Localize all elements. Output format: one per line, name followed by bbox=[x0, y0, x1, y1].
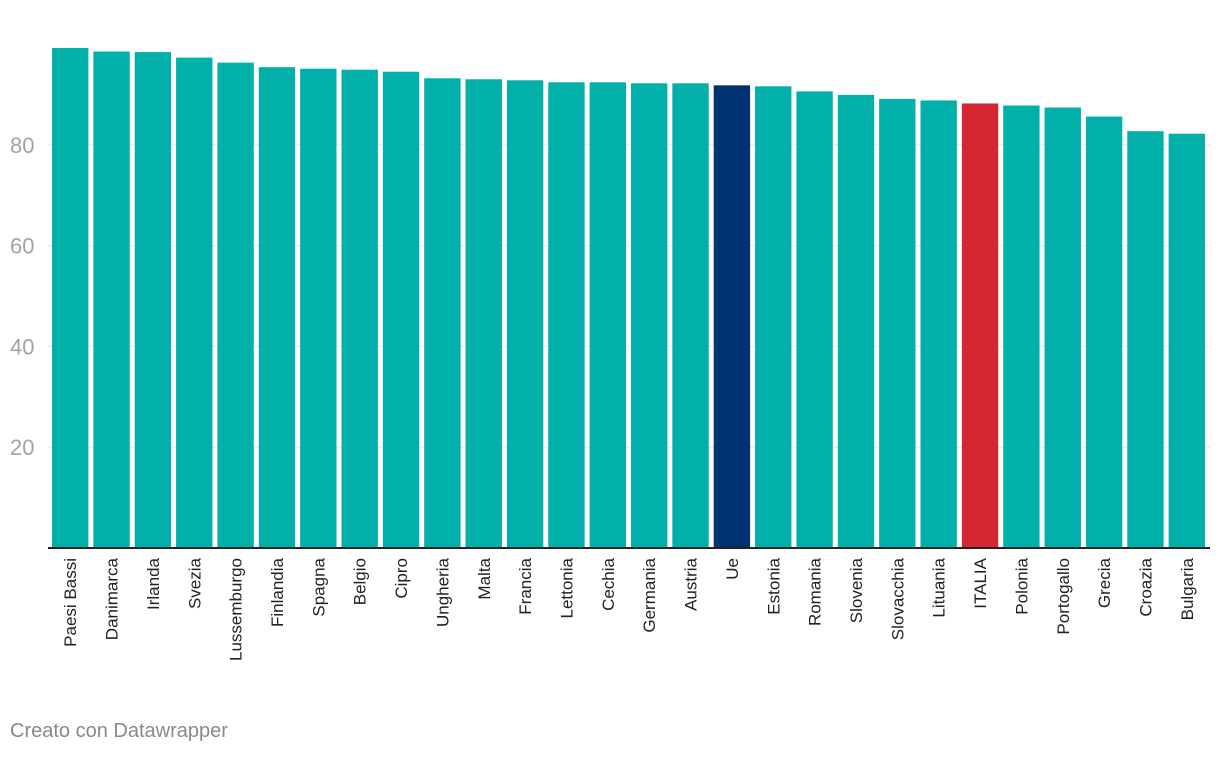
y-tick-label-40: 40 bbox=[10, 334, 34, 359]
bar-paesi-bassi bbox=[52, 48, 89, 548]
bar-germania bbox=[631, 83, 668, 548]
chart-svg: 20 40 60 80 Paesi Bassi Danimarca Irlanda Svez… bbox=[10, 48, 1210, 661]
bar-croazia bbox=[1127, 131, 1164, 548]
x-label-francia: Francia bbox=[516, 557, 535, 614]
x-label-danimarca: Danimarca bbox=[103, 557, 122, 640]
bar-estonia bbox=[755, 86, 792, 548]
x-label-malta: Malta bbox=[475, 557, 494, 599]
x-label-italia: ITALIA bbox=[971, 557, 990, 608]
x-label-romania: Romania bbox=[806, 557, 825, 626]
bar-bulgaria bbox=[1168, 133, 1205, 548]
credit-text: Creato con Datawrapper bbox=[10, 720, 228, 742]
x-label-irlanda: Irlanda bbox=[144, 557, 163, 610]
x-label-finlandia: Finlandia bbox=[268, 557, 287, 627]
y-tick-label-80: 80 bbox=[10, 133, 34, 158]
bar-lituania bbox=[920, 100, 957, 548]
bar-austria bbox=[672, 83, 709, 548]
bar-romania bbox=[796, 91, 833, 548]
bars-layer bbox=[52, 48, 1205, 549]
bar-spagna bbox=[300, 68, 337, 548]
bar-francia bbox=[506, 80, 544, 548]
bar-svezia bbox=[176, 57, 213, 549]
x-label-cechia: Cechia bbox=[599, 557, 618, 610]
x-label-spagna: Spagna bbox=[309, 557, 328, 616]
x-label-belgio: Belgio bbox=[351, 558, 370, 605]
bar-italia bbox=[961, 103, 999, 548]
bar-ungheria bbox=[424, 78, 461, 549]
bar-ue bbox=[713, 85, 751, 548]
x-label-slovacchia: Slovacchia bbox=[888, 557, 907, 640]
x-label-germania: Germania bbox=[640, 557, 659, 632]
y-tick-labels: 20 40 60 80 bbox=[10, 133, 34, 460]
x-label-slovenia: Slovenia bbox=[847, 557, 866, 623]
y-tick-label-20: 20 bbox=[10, 435, 34, 460]
bar-danimarca bbox=[93, 51, 130, 549]
y-tick-label-60: 60 bbox=[10, 234, 34, 259]
x-label-cipro: Cipro bbox=[392, 558, 411, 599]
bar-slovacchia bbox=[879, 98, 916, 548]
x-label-polonia: Polonia bbox=[1012, 557, 1031, 614]
x-label-austria: Austria bbox=[682, 557, 701, 610]
x-label-ungheria: Ungheria bbox=[433, 557, 452, 627]
bar-finlandia bbox=[258, 67, 296, 549]
bar-irlanda bbox=[134, 52, 172, 549]
x-label-estonia: Estonia bbox=[764, 557, 783, 614]
bar-slovenia bbox=[837, 94, 875, 549]
bar-grecia bbox=[1085, 116, 1123, 548]
bar-lussemburgo bbox=[217, 62, 254, 549]
x-label-paesi-bassi: Paesi Bassi bbox=[61, 558, 80, 647]
bar-malta bbox=[465, 79, 502, 548]
bar-cipro bbox=[382, 71, 420, 548]
bar-polonia bbox=[1003, 105, 1040, 549]
x-label-svezia: Svezia bbox=[185, 557, 204, 609]
x-label-lussemburgo: Lussemburgo bbox=[227, 558, 246, 661]
x-label-ue: Ue bbox=[723, 558, 742, 580]
bar-cechia bbox=[589, 82, 626, 549]
x-category-labels: Paesi Bassi Danimarca Irlanda Svezia Lussemb… bbox=[61, 557, 1197, 661]
x-label-lettonia: Lettonia bbox=[557, 557, 576, 618]
x-label-portogallo: Portogallo bbox=[1054, 558, 1073, 635]
bar-lettonia bbox=[548, 82, 585, 549]
x-label-grecia: Grecia bbox=[1095, 557, 1114, 608]
x-label-bulgaria: Bulgaria bbox=[1178, 557, 1197, 620]
bar-portogallo bbox=[1044, 107, 1081, 548]
x-label-croazia: Croazia bbox=[1136, 557, 1155, 616]
bar-belgio bbox=[341, 69, 378, 548]
x-label-lituania: Lituania bbox=[930, 557, 949, 617]
